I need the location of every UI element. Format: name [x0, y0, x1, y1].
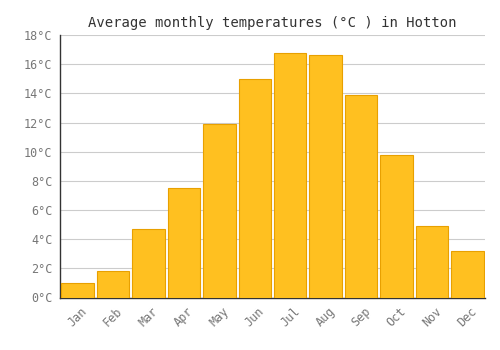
Bar [416, 226, 448, 298]
Bar [380, 155, 412, 298]
Bar [344, 95, 378, 298]
Bar [310, 55, 342, 298]
Bar [168, 188, 200, 298]
Bar [132, 229, 165, 298]
Bar [203, 124, 235, 298]
Bar [274, 52, 306, 298]
Bar [62, 283, 94, 298]
Bar [97, 271, 130, 298]
Bar [238, 79, 271, 298]
Title: Average monthly temperatures (°C ) in Hotton: Average monthly temperatures (°C ) in Ho… [88, 16, 457, 30]
Bar [451, 251, 484, 298]
